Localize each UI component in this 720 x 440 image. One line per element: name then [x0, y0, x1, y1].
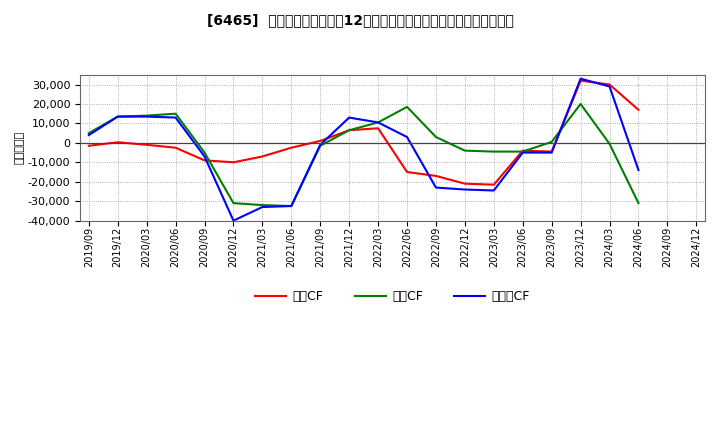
営業CF	[316, 138, 325, 143]
フリーCF	[143, 114, 151, 119]
フリーCF	[229, 218, 238, 223]
フリーCF	[490, 188, 498, 193]
営業CF	[200, 158, 209, 163]
フリーCF	[431, 185, 440, 190]
投資CF	[229, 201, 238, 206]
投資CF	[171, 111, 180, 116]
フリーCF	[287, 203, 296, 209]
フリーCF	[84, 132, 93, 138]
投資CF	[374, 120, 382, 125]
フリーCF	[316, 142, 325, 147]
営業CF	[114, 139, 122, 145]
投資CF	[634, 201, 643, 206]
営業CF	[547, 149, 556, 154]
営業CF	[374, 126, 382, 131]
フリーCF	[200, 154, 209, 159]
投資CF	[345, 128, 354, 133]
フリーCF	[547, 150, 556, 155]
フリーCF	[576, 76, 585, 81]
営業CF	[576, 78, 585, 83]
営業CF	[402, 169, 411, 175]
投資CF	[200, 150, 209, 155]
Legend: 営業CF, 投資CF, フリーCF: 営業CF, 投資CF, フリーCF	[250, 285, 535, 308]
投資CF	[431, 134, 440, 139]
フリーCF	[461, 187, 469, 192]
フリーCF	[374, 120, 382, 125]
投資CF	[490, 149, 498, 154]
フリーCF	[606, 84, 614, 89]
フリーCF	[345, 115, 354, 120]
営業CF	[287, 145, 296, 150]
投資CF	[606, 141, 614, 147]
営業CF	[229, 160, 238, 165]
営業CF	[431, 173, 440, 179]
営業CF	[171, 145, 180, 150]
投資CF	[143, 113, 151, 118]
投資CF	[402, 104, 411, 110]
フリーCF	[258, 204, 266, 209]
営業CF	[258, 154, 266, 159]
営業CF	[518, 148, 527, 153]
投資CF	[114, 114, 122, 119]
営業CF	[634, 107, 643, 113]
投資CF	[576, 101, 585, 106]
営業CF	[461, 181, 469, 186]
投資CF	[316, 143, 325, 148]
投資CF	[547, 139, 556, 144]
Line: フリーCF: フリーCF	[89, 79, 639, 220]
営業CF	[143, 142, 151, 147]
投資CF	[461, 148, 469, 153]
Y-axis label: （百万円）: （百万円）	[15, 131, 25, 164]
フリーCF	[402, 134, 411, 139]
Text: [6465]  キャッシュフローの12か月移動合計の対前年同期増減額の推移: [6465] キャッシュフローの12か月移動合計の対前年同期増減額の推移	[207, 13, 513, 27]
投資CF	[258, 202, 266, 208]
営業CF	[490, 182, 498, 187]
投資CF	[518, 149, 527, 154]
フリーCF	[518, 150, 527, 155]
営業CF	[84, 143, 93, 148]
投資CF	[287, 203, 296, 209]
投資CF	[84, 131, 93, 136]
営業CF	[606, 82, 614, 87]
フリーCF	[634, 168, 643, 173]
フリーCF	[114, 114, 122, 119]
Line: 投資CF: 投資CF	[89, 104, 639, 206]
フリーCF	[171, 115, 180, 120]
営業CF	[345, 128, 354, 133]
Line: 営業CF: 営業CF	[89, 81, 639, 185]
